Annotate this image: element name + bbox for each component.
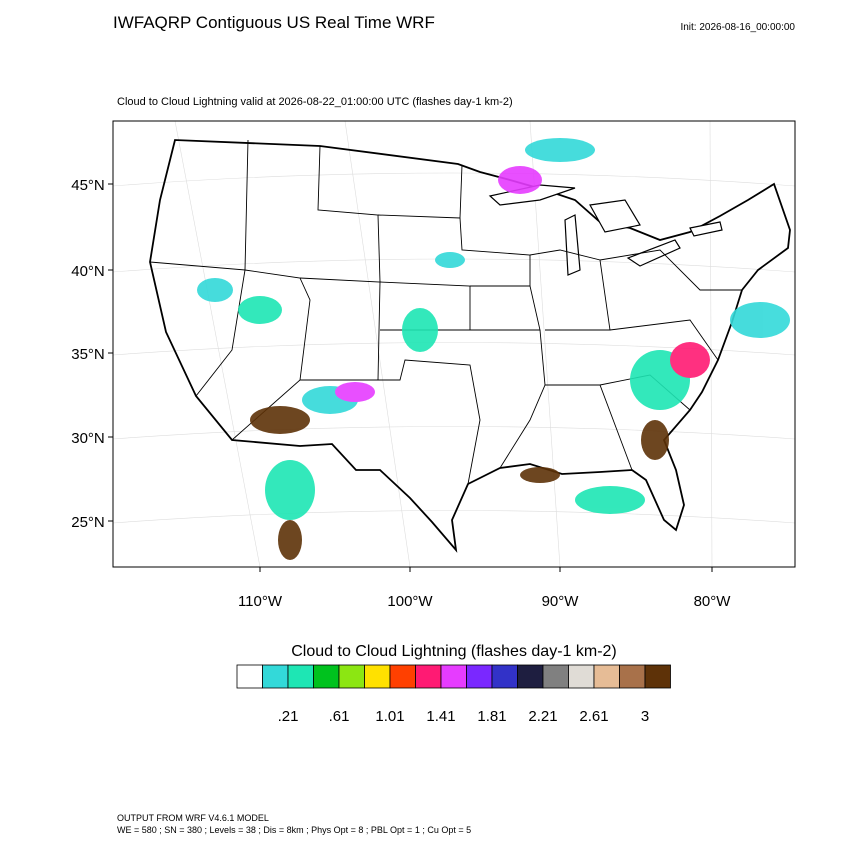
state-borders: [149, 139, 742, 485]
colorbar-label: 2.21: [528, 708, 557, 725]
colorbar-box: [517, 664, 544, 689]
lightning-field: [197, 138, 790, 560]
lon-label: 90°W: [542, 593, 580, 610]
colorbar-label: 3: [641, 708, 649, 725]
lat-label: 45°N: [71, 177, 105, 194]
colorbar-box: [262, 664, 289, 689]
colorbar-box: [568, 664, 595, 689]
colorbar-box: [364, 664, 391, 689]
title: IWFAQRP Contiguous US Real Time WRF: [113, 13, 435, 32]
lat-label: 30°N: [71, 430, 105, 447]
lon-labels: 110°W 100°W 90°W 80°W: [238, 567, 731, 610]
lon-label: 110°W: [238, 593, 283, 610]
colorbar-box: [389, 664, 416, 689]
colorbar-box: [338, 664, 365, 689]
map-frame: [112, 120, 796, 568]
colorbar-box: [542, 664, 569, 689]
graticule: [113, 121, 795, 567]
colorbar-box: [440, 664, 467, 689]
colorbar-label: 1.01: [375, 708, 404, 725]
lon-label: 100°W: [387, 593, 433, 610]
colorbar: .21 .61 1.01 1.41 1.81 2.21 2.61 3: [236, 664, 671, 725]
subtitle: Cloud to Cloud Lightning valid at 2026-0…: [117, 96, 513, 108]
footer-line: WE = 580 ; SN = 380 ; Levels = 38 ; Dis …: [117, 825, 471, 835]
map: [112, 120, 796, 568]
lat-label: 40°N: [71, 263, 105, 280]
colorbar-box: [415, 664, 442, 689]
colorbar-box: [287, 664, 314, 689]
lat-label: 35°N: [71, 346, 105, 363]
colorbar-label: 1.41: [426, 708, 455, 725]
colorbar-label: .61: [329, 708, 350, 725]
colorbar-box: [644, 664, 671, 689]
colorbar-label: 1.81: [477, 708, 506, 725]
lat-labels: 45°N 40°N 35°N 30°N 25°N: [71, 177, 113, 531]
colorbar-box: [313, 664, 340, 689]
colorbar-box: [593, 664, 620, 689]
init-time: Init: 2026-08-16_00:00:00: [680, 22, 795, 33]
footer-line: OUTPUT FROM WRF V4.6.1 MODEL: [117, 813, 269, 823]
colorbar-box: [491, 664, 518, 689]
colorbar-box: [466, 664, 493, 689]
lat-label: 25°N: [71, 514, 105, 531]
colorbar-label: 2.61: [579, 708, 608, 725]
lon-label: 80°W: [694, 593, 732, 610]
colorbar-box: [236, 664, 263, 689]
colorbar-title: Cloud to Cloud Lightning (flashes day-1 …: [291, 643, 617, 660]
colorbar-label: .21: [278, 708, 299, 725]
colorbar-box: [619, 664, 646, 689]
